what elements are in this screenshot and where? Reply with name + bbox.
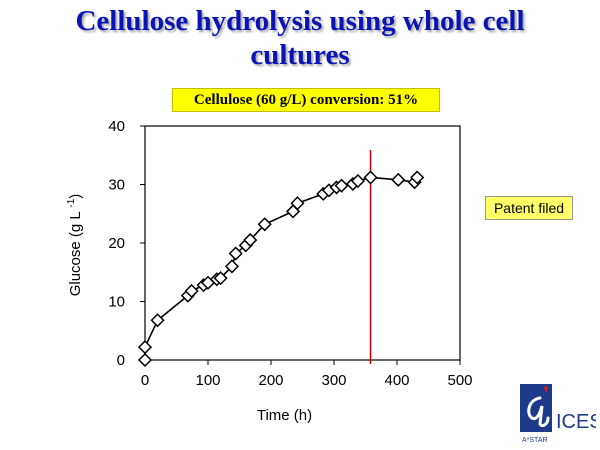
data-point <box>150 313 165 328</box>
y-axis-label-main: Glucose (g L <box>67 208 84 297</box>
logo-star-icon <box>544 386 548 392</box>
x-tick-label: 300 <box>321 372 346 389</box>
x-tick-label: 0 <box>141 372 149 389</box>
data-point <box>257 217 272 232</box>
slide-title: Cellulose hydrolysis using whole cell cu… <box>0 4 600 72</box>
y-tick-label: 0 <box>117 352 125 369</box>
logo-mark-icon <box>527 396 550 428</box>
logo-subtext: A*STAR <box>522 437 548 444</box>
x-tick-label: 400 <box>384 372 409 389</box>
data-point <box>410 170 425 185</box>
data-point <box>184 283 199 299</box>
slide-title-line1: Cellulose hydrolysis using whole cell <box>75 5 525 37</box>
x-tick-label: 200 <box>258 372 283 389</box>
glucose-series-line <box>144 176 418 360</box>
logo-text: ICES <box>556 411 596 433</box>
x-tick-label: 500 <box>447 372 472 389</box>
y-axis-label-sup: -1 <box>66 198 77 207</box>
data-point <box>213 271 228 286</box>
data-point <box>228 246 243 261</box>
x-tick-label: 100 <box>195 372 220 389</box>
data-point <box>391 172 406 187</box>
y-tick-label: 40 <box>108 118 125 135</box>
data-point <box>290 196 305 211</box>
x-axis-label: Time (h) <box>257 407 312 424</box>
data-point <box>334 178 349 193</box>
data-point <box>137 340 153 355</box>
data-point <box>350 173 366 189</box>
patent-filed-callout: Patent filed <box>485 196 573 220</box>
ices-logo: ICES A*STAR <box>520 384 596 444</box>
y-tick-label: 10 <box>108 294 125 311</box>
conversion-highlight: Cellulose (60 g/L) conversion: 51% <box>172 88 440 112</box>
data-point <box>243 233 258 248</box>
plot-frame <box>144 125 461 361</box>
y-tick-label: 20 <box>108 235 125 252</box>
data-point <box>224 259 240 274</box>
y-axis-label-suffix: ) <box>67 194 84 199</box>
data-point <box>137 352 153 368</box>
logo-background <box>520 384 552 432</box>
data-point <box>363 170 378 185</box>
y-axis-label: Glucose (g L -1) <box>66 194 84 297</box>
y-tick-label: 30 <box>108 177 125 194</box>
slide-title-line2: cultures <box>250 39 350 71</box>
